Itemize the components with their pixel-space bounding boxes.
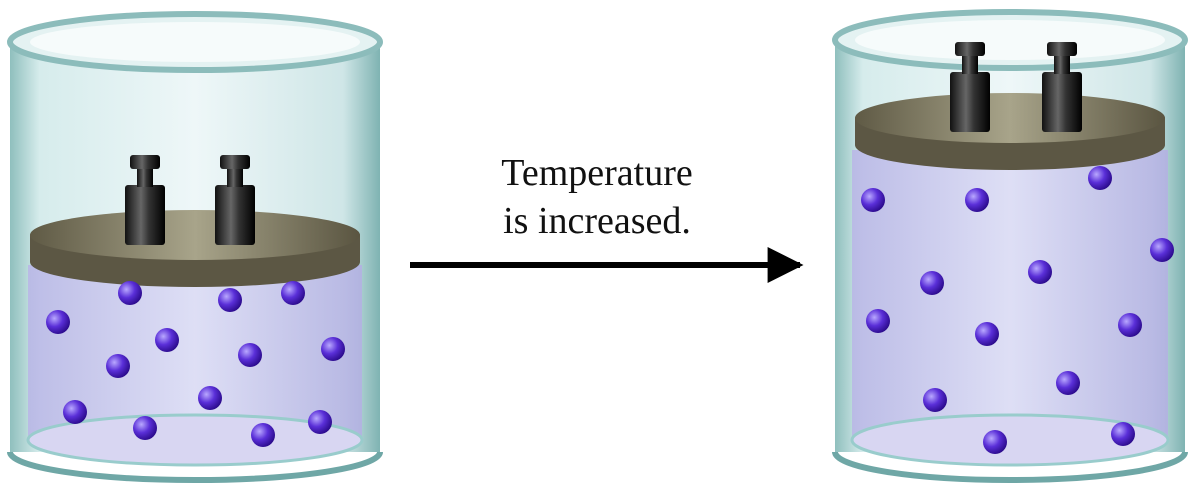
molecule bbox=[133, 416, 157, 440]
molecule bbox=[861, 188, 885, 212]
shape bbox=[855, 20, 1165, 60]
molecule bbox=[1028, 260, 1052, 284]
molecule bbox=[155, 328, 179, 352]
right-cylinder bbox=[835, 12, 1185, 480]
molecule bbox=[975, 322, 999, 346]
molecule bbox=[251, 423, 275, 447]
molecule bbox=[198, 386, 222, 410]
molecule bbox=[63, 400, 87, 424]
left-cylinder bbox=[10, 14, 380, 480]
molecule bbox=[218, 288, 242, 312]
molecule bbox=[1150, 238, 1174, 262]
molecule bbox=[281, 281, 305, 305]
molecule bbox=[238, 343, 262, 367]
molecule bbox=[1056, 371, 1080, 395]
molecule bbox=[46, 310, 70, 334]
molecule bbox=[866, 309, 890, 333]
shape bbox=[855, 93, 1165, 143]
molecule bbox=[308, 410, 332, 434]
diagram: Temperature is increased. bbox=[0, 0, 1192, 483]
molecule bbox=[920, 271, 944, 295]
piston bbox=[855, 93, 1165, 170]
molecule bbox=[106, 354, 130, 378]
molecule bbox=[923, 388, 947, 412]
shape bbox=[30, 22, 360, 62]
molecule bbox=[321, 337, 345, 361]
caption-line: is increased. bbox=[503, 200, 691, 242]
molecule bbox=[1111, 422, 1135, 446]
caption-line: Temperature bbox=[501, 152, 692, 194]
molecule bbox=[983, 430, 1007, 454]
molecule bbox=[118, 281, 142, 305]
molecule bbox=[1118, 313, 1142, 337]
molecule bbox=[1088, 166, 1112, 190]
piston bbox=[30, 210, 360, 287]
shape bbox=[30, 210, 360, 260]
molecule bbox=[965, 188, 989, 212]
